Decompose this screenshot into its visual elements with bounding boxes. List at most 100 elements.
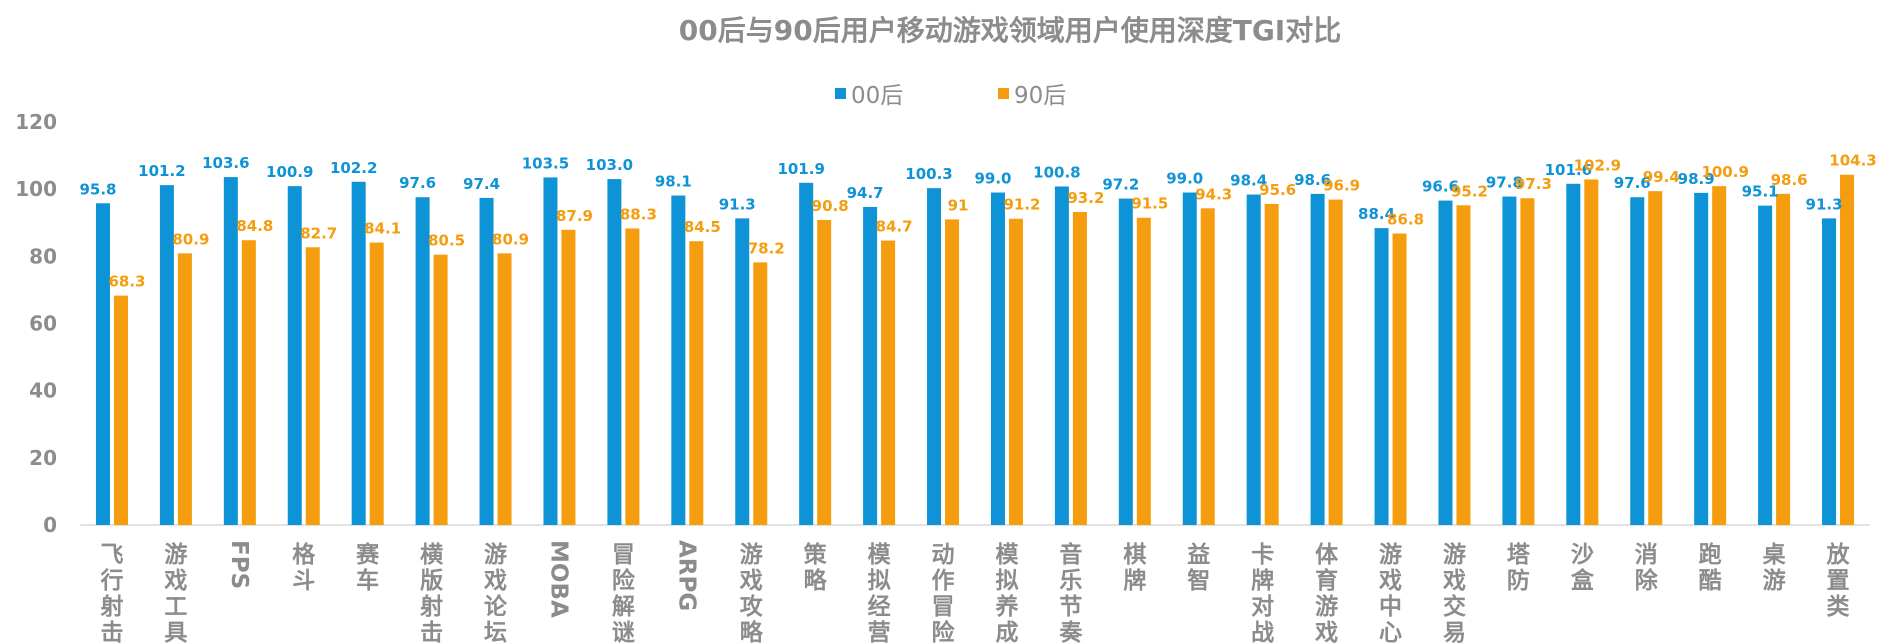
bar-90-16 — [1136, 217, 1151, 525]
bar-90-6 — [497, 253, 512, 525]
x-tick-text: 游戏工具 — [163, 541, 187, 644]
x-tick-label: 放置类 — [1826, 541, 1851, 620]
x-tick-text: 策略 — [804, 541, 828, 594]
bar-00-6 — [479, 197, 494, 526]
data-label: 100.3 — [905, 165, 952, 183]
x-tick-label: 卡牌对战 — [1251, 542, 1274, 644]
data-label: 104.3 — [1829, 152, 1876, 170]
x-tick-label: 策略 — [804, 541, 828, 594]
bar-90-15 — [1072, 212, 1087, 525]
x-tick-label: 横版射击 — [419, 542, 443, 644]
x-tick-text: 桌游 — [1763, 541, 1786, 594]
bar-00-23 — [1566, 183, 1581, 525]
bar-00-27 — [1822, 218, 1837, 526]
x-tick-text: 游戏攻略 — [739, 541, 764, 644]
data-label: 100.9 — [1701, 163, 1748, 181]
data-label: 80.9 — [492, 230, 529, 248]
bar-00-13 — [927, 188, 942, 525]
bar-90-4 — [369, 242, 384, 526]
data-label: 84.5 — [684, 218, 721, 236]
bar-00-8 — [607, 179, 622, 525]
x-tick-label: 消除 — [1635, 542, 1659, 594]
y-tick-label: 120 — [15, 110, 57, 134]
x-tick-label: 跑酷 — [1699, 542, 1722, 594]
bar-90-5 — [433, 254, 448, 525]
x-tick-text: 体育游戏 — [1314, 542, 1339, 644]
x-tick-text: 塔防 — [1507, 542, 1531, 594]
bar-00-24 — [1630, 197, 1645, 525]
legend-label-1: 90后 — [1014, 83, 1066, 109]
data-label: 103.0 — [586, 156, 633, 174]
x-tick-label: 桌游 — [1763, 541, 1786, 594]
data-label: 97.6 — [1614, 174, 1651, 192]
data-label: 101.6 — [1545, 161, 1592, 179]
bar-00-4 — [351, 181, 366, 526]
bar-00-5 — [415, 197, 430, 525]
bar-00-16 — [1118, 198, 1133, 525]
bar-90-20 — [1392, 233, 1407, 525]
bar-00-0 — [95, 203, 110, 525]
bar-00-7 — [543, 177, 558, 525]
bar-90-0 — [113, 295, 128, 525]
x-tick-text: 横版射击 — [419, 542, 443, 644]
data-label: 98.6 — [1771, 171, 1808, 189]
bar-00-17 — [1182, 192, 1197, 525]
y-tick-label: 100 — [15, 177, 57, 201]
bar-90-10 — [753, 262, 768, 525]
x-tick-label: 模拟经营 — [868, 542, 892, 644]
x-tick-text: 模拟经营 — [868, 542, 892, 644]
bar-90-25 — [1712, 186, 1727, 525]
bar-90-26 — [1776, 193, 1791, 525]
data-label: 98.1 — [655, 173, 692, 191]
data-label: 98.6 — [1294, 171, 1331, 189]
x-tick-label: 动作冒险 — [932, 542, 956, 644]
x-tick-text: 音乐节奏 — [1058, 541, 1083, 644]
data-label: 97.3 — [1515, 175, 1552, 193]
data-label: 94.7 — [847, 184, 884, 202]
data-label: 78.2 — [748, 239, 785, 257]
data-label: 98.4 — [1230, 172, 1267, 190]
data-label: 91.2 — [1003, 196, 1040, 214]
x-tick-label: 音乐节奏 — [1058, 541, 1083, 644]
y-tick-label: 0 — [43, 513, 57, 537]
bar-90-14 — [1008, 218, 1023, 525]
bar-90-9 — [689, 241, 704, 526]
data-label: 99.0 — [974, 170, 1011, 188]
y-tick-label: 80 — [29, 244, 57, 268]
data-label: 88.3 — [620, 205, 657, 223]
bar-00-14 — [990, 192, 1005, 525]
data-label: 97.4 — [463, 175, 500, 193]
x-tick-label: ARPG — [673, 540, 699, 611]
bar-00-15 — [1054, 186, 1069, 526]
x-tick-label: 游戏攻略 — [739, 541, 764, 644]
data-label: 101.2 — [138, 162, 185, 180]
bar-90-1 — [177, 253, 192, 525]
data-label: 97.2 — [1102, 176, 1139, 194]
data-label: 80.9 — [172, 230, 209, 248]
bar-00-3 — [287, 186, 302, 525]
x-tick-label: MOBA — [545, 540, 571, 618]
x-tick-text: MOBA — [545, 540, 571, 618]
data-label: 99.0 — [1166, 170, 1203, 188]
bar-00-22 — [1502, 196, 1517, 525]
data-label: 97.6 — [399, 174, 436, 192]
bar-00-18 — [1246, 194, 1261, 526]
x-tick-text: FPS — [226, 540, 252, 589]
data-label: 68.3 — [108, 273, 145, 291]
x-tick-text: 跑酷 — [1699, 542, 1722, 594]
x-tick-text: 动作冒险 — [932, 542, 956, 644]
bar-90-19 — [1328, 199, 1343, 525]
x-tick-text: 棋牌 — [1123, 542, 1146, 594]
y-tick-label: 20 — [29, 446, 57, 470]
data-label: 95.6 — [1259, 181, 1296, 199]
bar-90-18 — [1264, 203, 1279, 525]
data-label: 99.4 — [1643, 168, 1680, 186]
x-tick-text: 格斗 — [292, 541, 316, 594]
data-label: 100.8 — [1033, 163, 1080, 181]
legend: 00后 90后 — [835, 83, 1066, 109]
x-tick-label: 棋牌 — [1123, 542, 1146, 594]
y-tick-label: 60 — [29, 312, 57, 336]
data-label: 95.1 — [1742, 183, 1779, 201]
data-label: 91.3 — [719, 195, 756, 213]
